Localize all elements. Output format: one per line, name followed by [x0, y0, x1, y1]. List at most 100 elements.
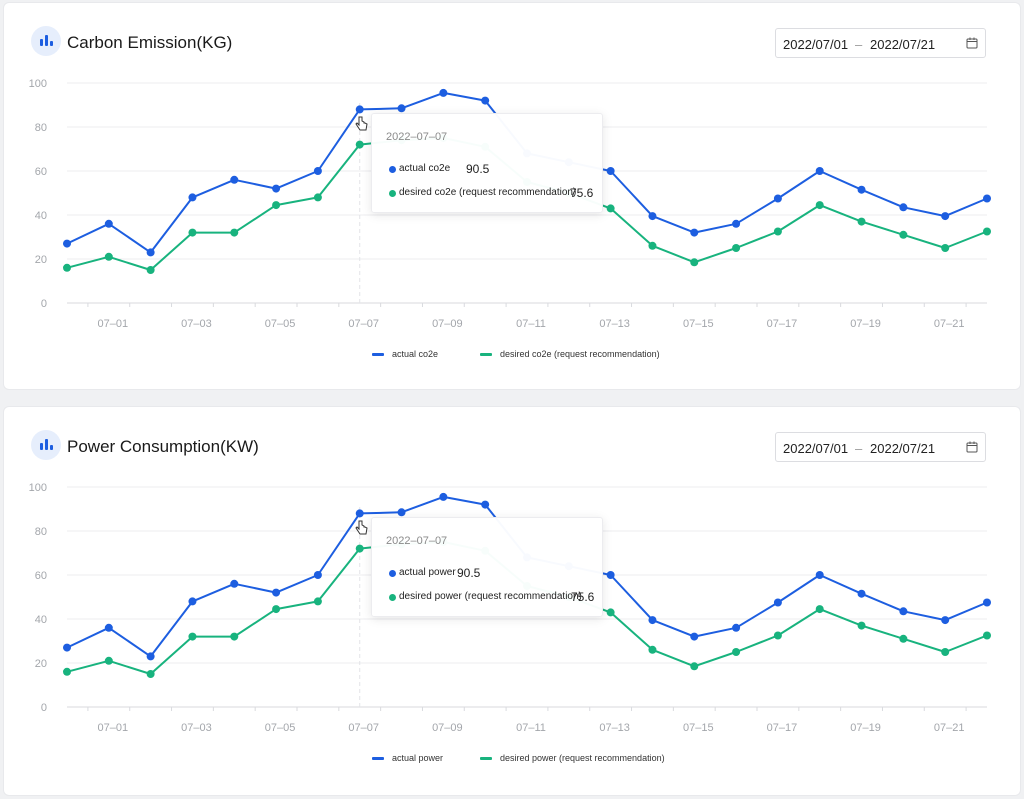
actual-marker-icon: [389, 570, 396, 577]
data-point: [230, 632, 239, 641]
data-point: [104, 219, 113, 228]
data-point: [815, 167, 824, 175]
data-point: [690, 228, 699, 237]
data-point: [104, 252, 113, 261]
data-point: [857, 185, 866, 194]
data-point: [857, 589, 866, 598]
data-point: [690, 258, 699, 267]
data-point: [481, 96, 490, 105]
x-tick-label: 07–13: [599, 722, 630, 734]
calendar-icon[interactable]: [966, 37, 978, 49]
data-point: [773, 227, 782, 236]
x-tick-label: 07–03: [181, 318, 212, 330]
data-point: [732, 648, 741, 656]
x-tick-label: 07–07: [348, 318, 379, 330]
x-tick-label: 07–17: [767, 722, 798, 734]
panel-title: Carbon Emission(KG): [67, 33, 233, 52]
x-tick-label: 07–11: [516, 722, 546, 734]
data-point: [63, 239, 71, 248]
data-point: [146, 266, 155, 274]
y-tick-label: 0: [41, 298, 47, 310]
hand-pointer-icon: [355, 116, 368, 131]
date-range-start[interactable]: 2022/07/01: [783, 37, 849, 52]
x-tick-label: 07–15: [683, 318, 714, 330]
data-point: [773, 598, 782, 607]
date-range-end[interactable]: 2022/07/21: [870, 441, 936, 456]
y-tick-label: 60: [35, 570, 47, 582]
data-point: [230, 228, 239, 237]
tooltip-series-name: desired power (request recommendation): [399, 591, 582, 602]
carbon-emission-chart[interactable]: 0 20 40 60 80 100 07–01 07–03 07–05 07–07 07–09 07–…: [4, 3, 1022, 391]
tooltip-series-value: 75.6: [570, 186, 594, 200]
data-point: [690, 662, 699, 671]
data-point: [983, 227, 991, 236]
y-tick-label: 0: [41, 702, 47, 714]
data-point: [983, 598, 991, 607]
legend-line-icon: [480, 353, 492, 356]
data-point: [188, 632, 197, 641]
y-tick-label: 40: [35, 210, 47, 222]
power-consumption-panel: Power Consumption(KW) 2022/07/01 – 2022/…: [3, 406, 1021, 796]
data-point: [606, 571, 615, 579]
data-point: [313, 597, 322, 606]
panel-title: Power Consumption(KW): [67, 437, 259, 456]
data-point: [355, 105, 364, 114]
carbon-emission-panel: Carbon Emission(KG) 2022/07/01 – 2022/07…: [3, 2, 1021, 390]
data-point: [606, 608, 615, 617]
desired-marker-icon: [389, 594, 396, 601]
data-point: [355, 140, 364, 149]
data-point: [313, 167, 322, 175]
data-point: [230, 175, 239, 184]
legend-line-icon: [372, 757, 384, 760]
date-range-start[interactable]: 2022/07/01: [783, 441, 849, 456]
chart-tooltip: 2022–07–07 actual power 90.5 desired pow…: [371, 517, 603, 617]
data-point: [439, 88, 448, 97]
data-point: [983, 631, 991, 640]
y-tick-label: 20: [35, 254, 47, 266]
data-point: [899, 607, 908, 616]
data-point: [941, 616, 950, 625]
data-point: [857, 621, 866, 630]
data-point: [146, 652, 155, 661]
x-tick-label: 07–21: [934, 318, 965, 330]
data-point: [773, 631, 782, 640]
tooltip-date: 2022–07–07: [386, 535, 448, 547]
chart-tooltip: 2022–07–07 actual co2e 90.5 desired co2e…: [371, 113, 603, 213]
tooltip-series-value: 90.5: [466, 162, 490, 176]
data-point: [815, 571, 824, 579]
data-point: [648, 212, 657, 221]
tooltip-series-value: 75.6: [571, 590, 595, 604]
data-point: [272, 184, 281, 193]
y-tick-label: 80: [35, 526, 47, 538]
data-point: [815, 201, 824, 210]
data-point: [899, 203, 908, 212]
data-point: [313, 571, 322, 579]
date-range-picker[interactable]: 2022/07/01 – 2022/07/21: [775, 432, 986, 462]
data-point: [983, 194, 991, 203]
x-tick-label: 07–07: [348, 722, 379, 734]
data-point: [439, 492, 448, 501]
date-range-end[interactable]: 2022/07/21: [870, 37, 936, 52]
data-point: [355, 509, 364, 518]
actual-marker-icon: [389, 166, 396, 173]
data-point: [481, 500, 490, 509]
date-range-picker[interactable]: 2022/07/01 – 2022/07/21: [775, 28, 986, 58]
x-tick-label: 07–19: [850, 318, 881, 330]
data-point: [272, 201, 281, 210]
data-point: [104, 656, 113, 665]
calendar-icon[interactable]: [966, 441, 978, 453]
y-tick-label: 40: [35, 614, 47, 626]
data-point: [63, 263, 71, 272]
data-point: [773, 194, 782, 203]
data-point: [272, 588, 281, 597]
y-tick-label: 80: [35, 122, 47, 134]
legend-label: desired co2e (request recommendation): [500, 349, 660, 359]
data-point: [732, 623, 741, 632]
data-point: [397, 104, 406, 113]
data-point: [188, 228, 197, 237]
x-tick-label: 07–05: [265, 722, 296, 734]
tooltip-series-name: actual co2e: [399, 163, 451, 174]
data-point: [272, 605, 281, 614]
data-point: [648, 241, 657, 250]
x-tick-label: 07–17: [767, 318, 798, 330]
